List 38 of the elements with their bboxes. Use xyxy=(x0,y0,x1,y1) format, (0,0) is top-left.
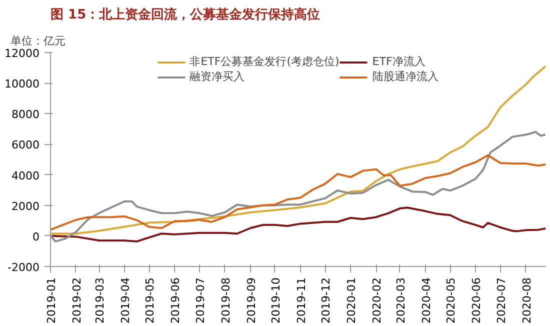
x-tick-label: 2019-03 xyxy=(94,277,107,324)
chart-title: 图 15：北上资金回流，公募基金发行保持高位 xyxy=(50,6,320,22)
x-tick-label: 2020-04 xyxy=(420,277,433,324)
legend-label: 陆股通净流入 xyxy=(372,69,438,84)
x-tick-label: 2019-04 xyxy=(119,277,132,324)
y-tick-label: 2000 xyxy=(12,200,40,213)
line-series xyxy=(50,130,546,242)
y-tick-label: 0 xyxy=(32,230,40,244)
x-tick-label: 2019-10 xyxy=(269,277,282,324)
y-tick-label: 8000 xyxy=(12,108,40,122)
y-tick-label: 6000 xyxy=(12,138,40,152)
x-tick-label: 2020-01 xyxy=(345,277,358,324)
legend-label: 非ETF公募基金发行(考虑仓位) xyxy=(190,54,340,69)
y-tick-label: 12000 xyxy=(4,47,40,60)
x-tick-label: 2019-05 xyxy=(144,277,157,324)
y-tick-label: 4000 xyxy=(12,169,40,182)
x-tick-label: 2020-05 xyxy=(444,277,458,324)
legend-label: ETF净流入 xyxy=(372,54,426,69)
x-tick-label: 2019-01 xyxy=(45,277,58,324)
x-tick-label: 2019-11 xyxy=(294,277,308,324)
y-axis-title: 单位：亿元 xyxy=(10,34,66,48)
x-tick-label: 2019-07 xyxy=(194,277,207,324)
x-tick-label: 2019-08 xyxy=(219,277,232,324)
y-tick-label: -2000 xyxy=(8,261,40,274)
line-series xyxy=(50,206,546,242)
x-tick-label: 2020-06 xyxy=(470,277,484,324)
y-tick-label: 10000 xyxy=(4,78,40,91)
x-tick-label: 2020-03 xyxy=(394,277,408,324)
x-tick-label: 2020-02 xyxy=(370,277,384,324)
line-series xyxy=(50,154,546,231)
x-tick-label: 2019-02 xyxy=(70,277,84,324)
x-tick-label: 2019-12 xyxy=(320,277,333,324)
legend-label: 融资净买入 xyxy=(190,69,245,84)
x-tick-label: 2020-08 xyxy=(520,277,534,324)
x-tick-label: 2019-06 xyxy=(169,277,182,324)
x-tick-label: 2020-07 xyxy=(494,277,508,324)
line-series xyxy=(50,65,546,235)
x-tick-label: 2019-09 xyxy=(244,277,258,324)
